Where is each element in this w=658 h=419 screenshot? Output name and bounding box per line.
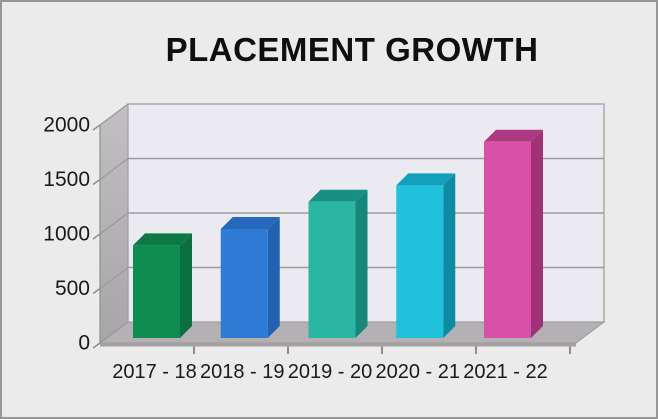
bar-front-face [484, 141, 531, 338]
bar-2019-20 [308, 189, 368, 338]
y-axis-label-1500: 1500 [43, 168, 90, 191]
bar-side-face [180, 233, 192, 338]
y-axis-label-0: 0 [78, 332, 90, 355]
bar-top-face [308, 189, 368, 202]
wall-connector-2000 [99, 103, 129, 126]
bar-front-face [308, 201, 356, 338]
bar-front-face [133, 245, 180, 338]
wall-connector-1000 [99, 212, 129, 235]
bar-top-face [484, 129, 543, 142]
x-axis-label-2018-19: 2018 - 19 [200, 361, 285, 383]
bar-side-face [443, 173, 456, 338]
x-axis-label-2020-21: 2020 - 21 [375, 361, 460, 383]
bar-side-face [355, 189, 368, 338]
wall-connector-1500 [99, 158, 129, 180]
bars [133, 129, 543, 338]
wall-connector-0 [99, 321, 129, 344]
bar-side-face [531, 129, 543, 338]
bar-front-face [396, 185, 444, 338]
bar-2018-19 [220, 217, 280, 338]
y-axis-label-1000: 1000 [43, 223, 90, 246]
y-axis-label-2000: 2000 [43, 114, 90, 137]
floor-front-lip [100, 343, 576, 347]
axis-labels: 0 500 1000 1500 2000 2017 - 18 2018 - 19 2019 -… [43, 114, 547, 384]
bar-2017-18 [133, 233, 192, 338]
bar-2021-22 [484, 129, 543, 338]
bar-side-face [267, 217, 280, 338]
axes [92, 124, 571, 354]
y-tick-1500 [92, 178, 101, 186]
y-tick-1000 [92, 233, 101, 240]
y-tick-2000 [92, 124, 101, 131]
x-axis-label-2017-18: 2017 - 18 [112, 361, 197, 383]
bar-top-face [133, 233, 192, 246]
chart-title: PLACEMENT GROWTH [165, 31, 539, 68]
x-axis-label-2021-22: 2021 - 22 [463, 361, 548, 383]
bar-front-face [220, 229, 268, 338]
wall-connector-500 [99, 267, 129, 289]
y-tick-0 [92, 342, 101, 349]
bar-top-face [396, 173, 456, 186]
bar-2020-21 [396, 173, 456, 338]
bar-top-face [220, 217, 280, 229]
y-tick-500 [92, 287, 101, 295]
y-axis-label-500: 500 [55, 277, 90, 300]
x-axis-label-2019-20: 2019 - 20 [288, 361, 373, 383]
